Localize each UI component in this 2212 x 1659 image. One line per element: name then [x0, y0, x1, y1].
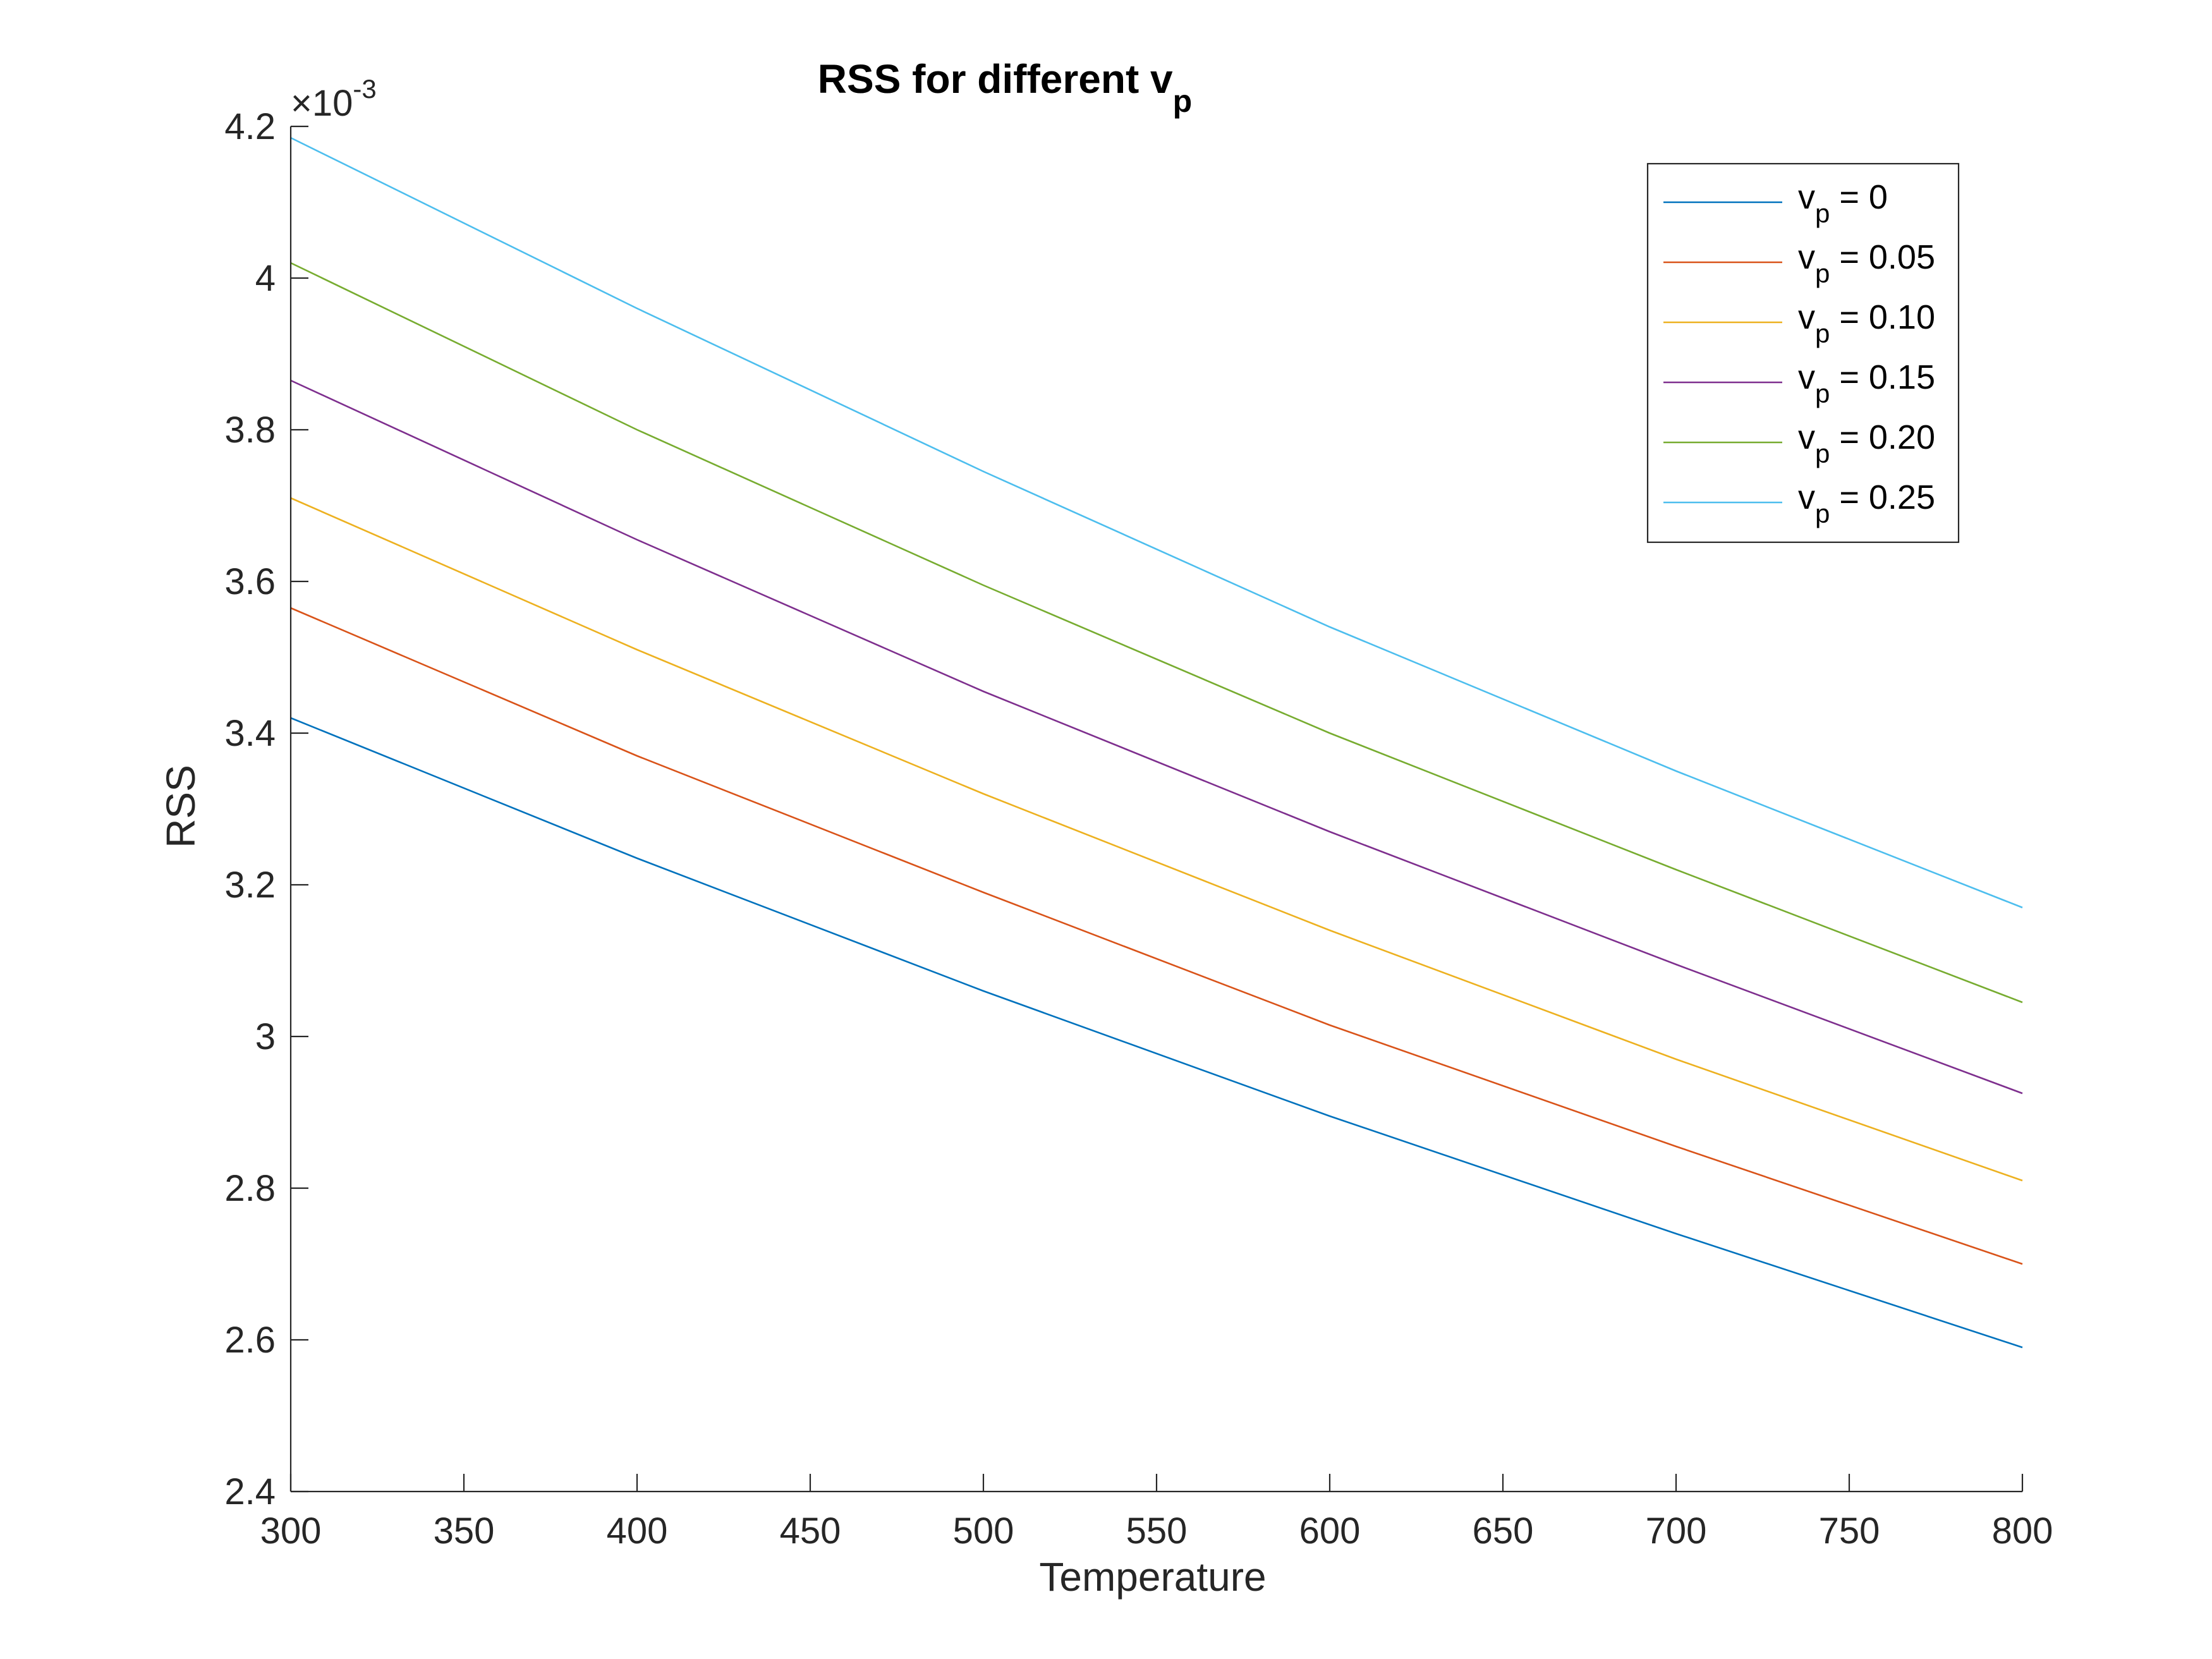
y-tick-label: 3.4	[224, 713, 276, 754]
x-tick-label: 300	[260, 1510, 322, 1552]
x-tick-label: 500	[953, 1510, 1014, 1552]
legend-label-2: vp = 0.10	[1798, 298, 1935, 348]
series-line-5	[290, 137, 2023, 909]
legend-box	[1646, 162, 1960, 544]
legend-label-4: vp = 0.20	[1798, 418, 1935, 468]
x-tick-label: 350	[434, 1510, 495, 1552]
y-tick-label: 3.2	[224, 865, 276, 906]
y-tick-label: 2.8	[224, 1168, 276, 1209]
series-line-4	[290, 262, 2023, 1004]
series-line-0	[290, 717, 2023, 1349]
legend-label-1: vp = 0.05	[1798, 238, 1935, 288]
x-tick-label: 650	[1473, 1510, 1534, 1552]
x-tick-label: 750	[1819, 1510, 1880, 1552]
y-axis-ticks: 2.4 2.6 2.8 3 3.2 3.4 3.6 3.8 4 4.2	[224, 106, 308, 1512]
y-exponent-power: -3	[353, 74, 376, 104]
x-tick-label: 450	[780, 1510, 841, 1552]
y-tick-label: 3	[255, 1016, 276, 1057]
x-tick-label: 550	[1126, 1510, 1188, 1552]
x-tick-label: 600	[1299, 1510, 1361, 1552]
y-axis-label: RSS	[158, 765, 204, 848]
x-tick-label: 400	[607, 1510, 668, 1552]
y-tick-label: 2.4	[224, 1471, 276, 1512]
series-lines	[290, 137, 2023, 1349]
x-axis-label: Temperature	[1039, 1554, 1266, 1600]
y-exponent-base: ×10	[291, 83, 353, 124]
y-tick-label: 3.8	[224, 410, 276, 451]
y-exponent-label: ×10-3	[291, 74, 377, 124]
legend: vp = 0 vp = 0.05 vp = 0.10 vp = 0.15 vp = 0.…	[1646, 162, 1960, 544]
series-line-2	[290, 497, 2023, 1182]
y-tick-label: 2.6	[224, 1320, 276, 1361]
legend-label-0: vp = 0	[1798, 178, 1888, 228]
y-tick-label: 4.2	[224, 106, 276, 147]
x-tick-label: 800	[1992, 1510, 2053, 1552]
legend-label-5: vp = 0.25	[1798, 478, 1935, 528]
legend-label-3: vp = 0.15	[1798, 358, 1935, 408]
series-line-1	[290, 607, 2023, 1265]
x-axis-ticks: 300 350 400 450 500 550 600 650 700 750 800	[260, 1474, 2053, 1552]
x-tick-label: 700	[1646, 1510, 1707, 1552]
chart-title-main: RSS for different v	[818, 56, 1173, 102]
y-tick-label: 4	[255, 258, 276, 299]
chart-title: RSS for different vp	[818, 56, 1192, 119]
chart-title-subscript: p	[1173, 83, 1193, 119]
y-tick-label: 3.6	[224, 561, 276, 602]
series-line-3	[290, 379, 2023, 1095]
